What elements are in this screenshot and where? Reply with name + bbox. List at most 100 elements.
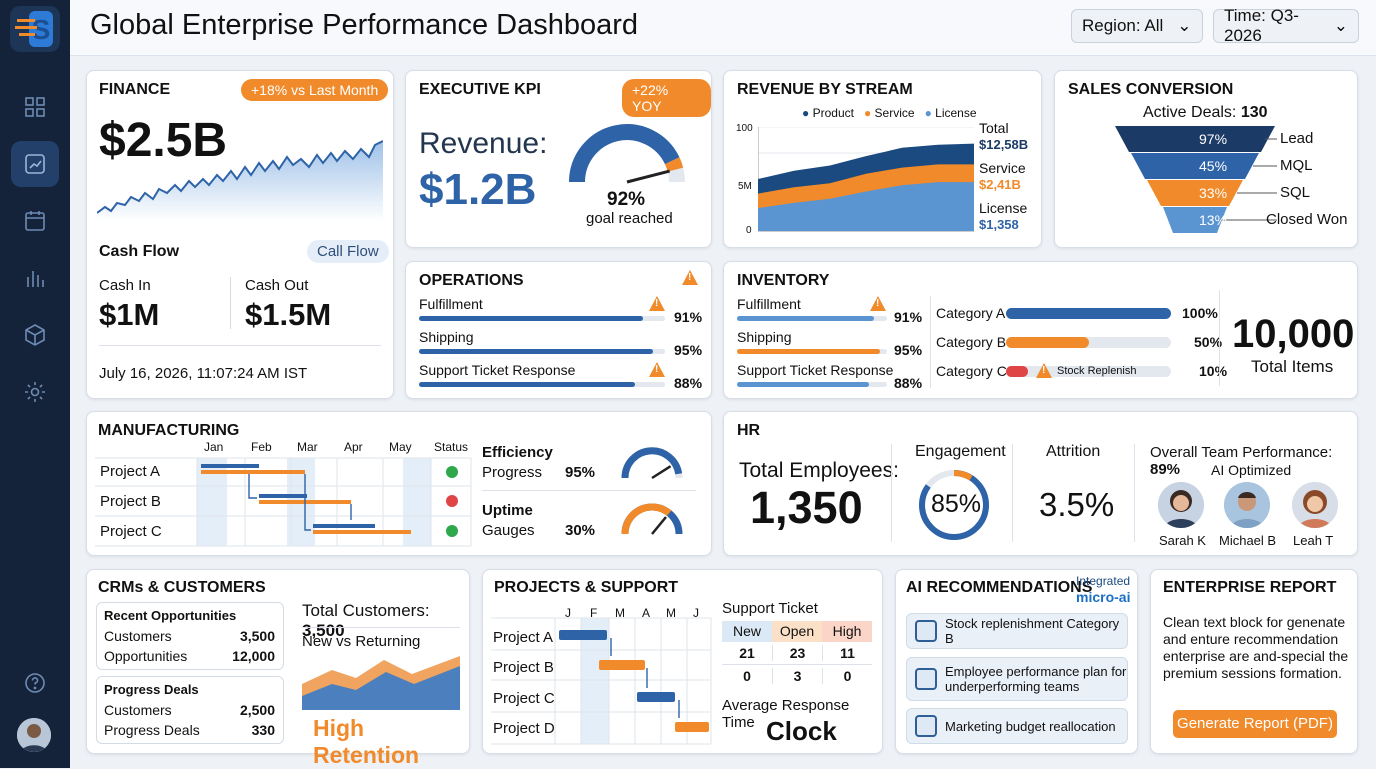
nav-dashboard[interactable] — [11, 84, 59, 130]
nav-calendar[interactable] — [11, 198, 59, 244]
hr-divider-1 — [891, 444, 892, 542]
ai-rec-2[interactable]: Employee performance plan for underperfo… — [906, 657, 1128, 701]
nav-help[interactable] — [11, 660, 59, 706]
inv-label-3: Support Ticket Response — [737, 362, 894, 378]
cat-bar-a — [1006, 308, 1171, 319]
crm-divider — [302, 627, 460, 628]
proj-row-a: Project A — [493, 629, 554, 646]
hr-total-label: Total Employees: — [739, 459, 899, 482]
progress-deals-box: Progress Deals Customers 2,500 Progress … — [96, 676, 284, 744]
avatar-sarah[interactable] — [1158, 482, 1204, 528]
proj-row-c: Project C — [493, 690, 555, 707]
engagement-value: 85% — [931, 490, 982, 518]
ops-label-3: Support Ticket Response — [419, 362, 576, 378]
avg-response-label: Average Response Time — [722, 697, 850, 731]
attrition-value: 3.5% — [1039, 486, 1115, 523]
support-ticket-table: New Open High 21 23 11 0 3 0 — [722, 621, 872, 689]
nav-analytics[interactable] — [11, 141, 59, 187]
ticket-cell: 23 — [772, 645, 822, 661]
ai-micro: micro-ai — [1076, 589, 1131, 605]
time-dropdown[interactable]: Time: Q3-2026 ⌄ — [1213, 6, 1359, 45]
retention-area-chart — [302, 656, 460, 710]
total-customers: Total Customers: 3,500 — [302, 601, 430, 640]
license-value: $1,358 — [979, 217, 1019, 232]
finance-timestamp: July 16, 2026, 11:07:24 AM IST — [99, 365, 308, 382]
funnel-label-2: MQL — [1280, 157, 1313, 174]
nav-settings[interactable] — [11, 369, 59, 415]
warning-icon — [682, 270, 698, 285]
nav-inventory[interactable] — [11, 312, 59, 358]
revenue-legend: ● Product ● Service ● License — [802, 106, 977, 120]
progress-gauge-fill — [621, 447, 683, 479]
kpi-card: EXECUTIVE KPI +22% YOY Revenue: $1.2B 92… — [405, 70, 712, 248]
generate-report-button[interactable]: Generate Report (PDF) — [1173, 710, 1337, 738]
recent-label-2: Opportunities — [104, 648, 188, 664]
region-value: Region: All — [1082, 16, 1164, 35]
call-flow-button[interactable]: Call Flow — [307, 240, 389, 263]
cash-divider — [230, 277, 231, 329]
chip-icon — [915, 715, 937, 737]
service-value: $2,41B — [979, 177, 1021, 192]
support-ticket-title: Support Ticket — [722, 600, 818, 617]
operations-title: OPERATIONS — [419, 272, 524, 289]
gantt-project-c: Project C — [100, 523, 162, 540]
gantt-month-may: May — [389, 440, 412, 454]
cat-pct-c: 10% — [1199, 363, 1228, 379]
user-avatar[interactable] — [17, 718, 51, 752]
bar-chart-icon — [27, 271, 44, 287]
status-dot-a — [446, 466, 458, 478]
inv-pct-3: 88% — [894, 375, 923, 391]
finance-badge: +18% vs Last Month — [241, 79, 389, 101]
ai-rec-1[interactable]: Stock replenishment Category B — [906, 613, 1128, 649]
mfg-divider — [482, 490, 696, 491]
y-tick-bottom: 0 — [746, 225, 752, 236]
uptime-gauge — [621, 503, 683, 535]
avatar-michael[interactable] — [1224, 482, 1270, 528]
legend-service: ● Service — [863, 106, 915, 120]
finance-divider — [99, 345, 381, 346]
gantt-month-apr: Apr — [344, 440, 363, 454]
kpi-title: EXECUTIVE KPI — [419, 81, 541, 98]
cash-in-label: Cash In — [99, 277, 151, 294]
cash-flow-label: Cash Flow — [99, 243, 180, 260]
recent-label-1: Customers — [104, 628, 172, 644]
inv-bar-3 — [737, 382, 887, 387]
cat-bar-c — [1006, 366, 1171, 377]
sales-funnel — [1115, 126, 1277, 233]
inv-bar-1 — [737, 316, 887, 321]
progress-value: 95% — [565, 464, 596, 481]
nav-reports[interactable] — [11, 255, 59, 301]
ops-label-1: Fulfillment — [419, 296, 483, 312]
ticket-cell: 0 — [743, 668, 751, 684]
inv-pct-2: 95% — [894, 342, 923, 358]
inventory-card: INVENTORY Fulfillment 91% Shipping 95% S… — [723, 261, 1358, 399]
chevron-down-icon: ⌄ — [1177, 16, 1192, 35]
app-logo[interactable]: S — [10, 6, 60, 52]
progress-value-2: 330 — [251, 722, 275, 738]
avatar-leah[interactable] — [1292, 482, 1338, 528]
kpi-badge: +22% YOY — [622, 79, 711, 117]
ai-rec-3[interactable]: Marketing budget reallocation — [906, 708, 1128, 744]
ops-pct-2: 95% — [674, 342, 703, 358]
operations-card: OPERATIONS Fulfillment 91% Shipping 95% … — [405, 261, 712, 399]
inv-label-2: Shipping — [737, 329, 792, 345]
funnel-stage-mql — [1131, 153, 1259, 179]
cat-pct-b: 50% — [1194, 334, 1223, 350]
revenue-stream-title: REVENUE BY STREAM — [737, 81, 913, 98]
service-label: Service — [979, 160, 1026, 176]
cat-pct-a: 100% — [1182, 305, 1218, 321]
kpi-gauge — [569, 124, 685, 184]
ops-pct-3: 88% — [674, 375, 703, 391]
region-dropdown[interactable]: Region: All ⌄ — [1071, 9, 1203, 43]
hr-total-value: 1,350 — [750, 482, 863, 533]
kpi-gauge-accent — [664, 157, 684, 172]
revenue-stream-card: REVENUE BY STREAM ● Product ● Service ● … — [723, 70, 1042, 248]
sales-card: SALES CONVERSION Active Deals: 130 97% 4… — [1054, 70, 1358, 248]
progress-label: Progress — [482, 464, 543, 481]
report-text: Clean text block for genenate and enture… — [1163, 614, 1349, 681]
crm-title: CRMs & CUSTOMERS — [98, 579, 266, 596]
warning-icon — [649, 362, 665, 377]
ticket-cell: 0 — [822, 668, 872, 684]
finance-title: FINANCE — [99, 81, 171, 98]
funnel-label-4: Closed Won — [1266, 211, 1348, 228]
